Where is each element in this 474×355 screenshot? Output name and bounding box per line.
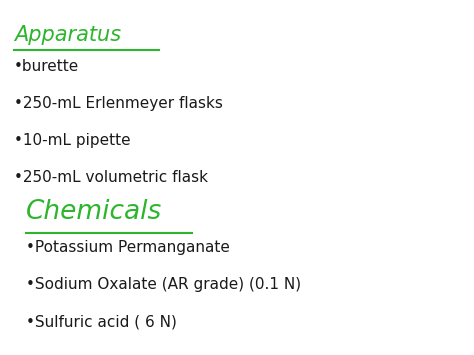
Text: Apparatus: Apparatus xyxy=(14,25,121,45)
Text: •Sulfuric acid ( 6 N): •Sulfuric acid ( 6 N) xyxy=(26,314,177,329)
Text: •10-mL pipette: •10-mL pipette xyxy=(14,133,131,148)
Text: •250-mL Erlenmeyer flasks: •250-mL Erlenmeyer flasks xyxy=(14,96,223,111)
Text: •burette: •burette xyxy=(14,59,80,73)
Text: •250-mL volumetric flask: •250-mL volumetric flask xyxy=(14,170,208,185)
Text: Chemicals: Chemicals xyxy=(26,199,162,225)
Text: •Sodium Oxalate (AR grade) (0.1 N): •Sodium Oxalate (AR grade) (0.1 N) xyxy=(26,277,301,292)
Text: •Potassium Permanganate: •Potassium Permanganate xyxy=(26,240,230,255)
